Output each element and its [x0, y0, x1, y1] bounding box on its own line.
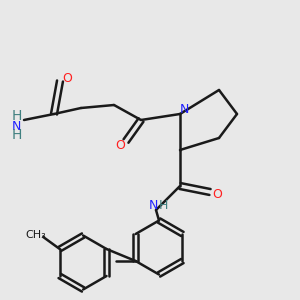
Text: O: O — [63, 71, 72, 85]
Text: N: N — [12, 119, 21, 133]
Text: CH₃: CH₃ — [26, 230, 46, 241]
Text: O: O — [115, 139, 125, 152]
Text: N: N — [180, 103, 189, 116]
Text: H: H — [159, 199, 168, 212]
Text: N: N — [148, 199, 158, 212]
Text: H: H — [11, 128, 22, 142]
Text: O: O — [213, 188, 222, 202]
Text: H: H — [11, 109, 22, 122]
